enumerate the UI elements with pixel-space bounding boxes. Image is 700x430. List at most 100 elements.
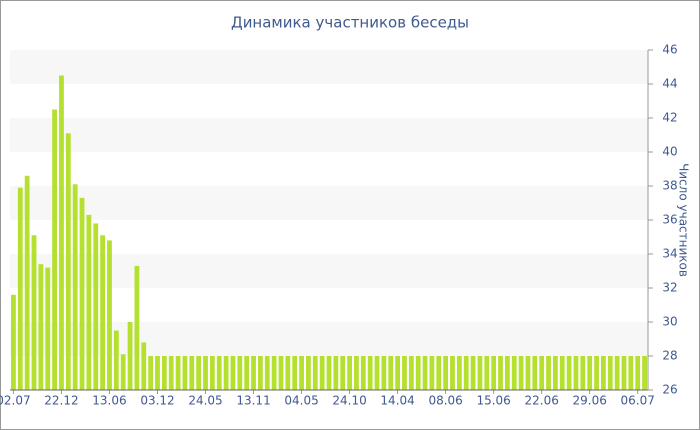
bar [354,356,359,390]
y-tick-label: 32 [662,281,677,295]
bar [573,356,579,390]
bar [546,356,551,390]
bar [237,356,243,390]
bar [79,197,85,390]
bar [244,356,250,390]
bar [65,133,71,391]
bar [511,356,517,390]
x-tick-label: 22.12 [44,394,78,408]
bar [594,356,599,390]
bar [525,356,531,390]
bar [635,356,641,390]
x-tick-label: 03.12 [140,394,174,408]
y-tick-label: 40 [662,145,677,159]
x-tick-label: 13.06 [92,394,126,408]
bar [264,356,270,390]
bar [141,342,147,390]
bar [120,354,126,390]
grid-band [10,118,648,152]
bar [491,356,497,390]
bar [415,356,421,390]
bar [175,356,181,390]
bar [189,356,195,390]
bar [429,356,435,390]
bar [539,356,545,390]
x-tick-label: 02.07 [0,394,31,408]
bar [621,356,627,390]
bar [107,240,112,390]
bar [45,267,51,390]
y-tick-label: 26 [662,383,677,397]
x-tick-label: 13.11 [236,394,270,408]
bar [134,265,140,390]
bar [388,356,394,390]
grid-band [10,50,648,84]
bar [340,356,346,390]
bar [326,356,332,390]
bar [319,356,325,390]
y-tick-label: 36 [662,213,677,227]
bar [182,356,188,390]
bar [209,356,215,390]
bar [463,356,469,390]
bar [601,356,606,390]
x-tick-label: 29.06 [573,394,607,408]
x-tick-label: 08.06 [428,394,462,408]
bar [257,356,263,390]
bar [504,356,510,390]
bar [498,356,503,390]
bar [148,356,154,390]
bar [566,356,572,390]
x-tick-label: 14.04 [380,394,414,408]
bar [443,356,449,390]
bar [203,356,208,390]
bar [381,356,387,390]
y-axis-label: Число участников [677,163,691,277]
bar [86,214,92,390]
bar [456,356,462,390]
bar [113,330,119,390]
bar [436,356,442,390]
bar [230,356,236,390]
bar [347,356,352,390]
bar [223,356,229,390]
grid-band [10,254,648,288]
bar [360,356,366,390]
bar [450,356,455,390]
grid-band [10,322,648,356]
y-tick-label: 42 [662,111,677,125]
bar [278,356,284,390]
bar [31,235,37,390]
chart-title: Динамика участников беседы [231,14,469,32]
y-tick-label: 30 [662,315,677,329]
y-tick-label: 46 [662,43,677,57]
bar [161,356,167,390]
bar [470,356,476,390]
bar [642,356,647,390]
y-tick-label: 44 [662,77,677,91]
x-tick-label: 24.10 [332,394,366,408]
bar [367,356,373,390]
bar [271,356,277,390]
x-tick-label: 22.06 [524,394,558,408]
bar [100,235,106,390]
bar [24,175,30,390]
bar [38,264,44,390]
bar [587,356,593,390]
bar [628,356,634,390]
bar [155,356,160,390]
bar [52,109,57,390]
bar [72,184,78,390]
bar [580,356,586,390]
bar [168,356,174,390]
bar [11,294,16,390]
y-tick-label: 38 [662,179,677,193]
x-tick-label: 24.05 [188,394,222,408]
bar [395,356,401,390]
bar [251,356,256,390]
bar [408,356,414,390]
bar [216,356,222,390]
bar [477,356,483,390]
bar [518,356,524,390]
bar [607,356,613,390]
